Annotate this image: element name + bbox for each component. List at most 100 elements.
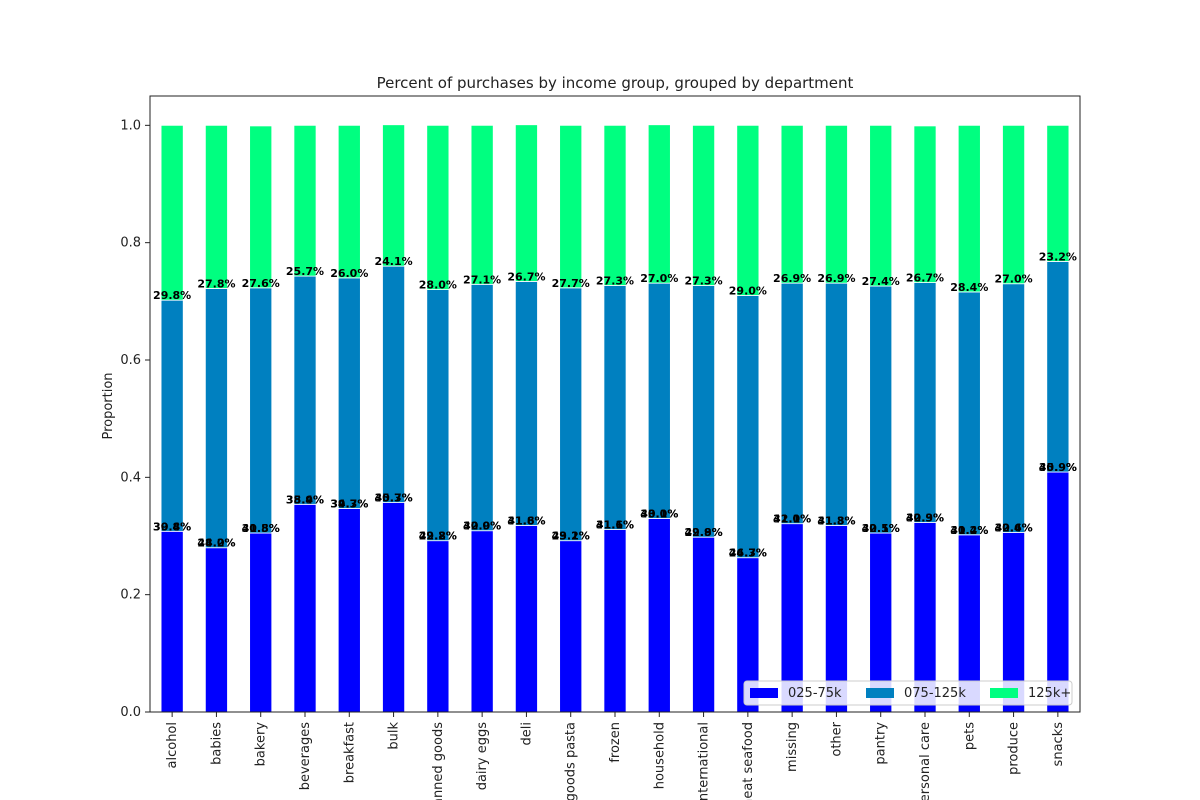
bar-segment (293, 503, 317, 713)
bar-segment (692, 536, 716, 713)
bar-segment (559, 124, 583, 289)
bar-segment (204, 124, 228, 289)
x-tick-label: missing (785, 722, 800, 772)
data-label: 42.1% (862, 522, 900, 535)
y-axis-label: Proportion (101, 372, 116, 439)
bar-segment (337, 277, 361, 509)
data-label: 31.8% (507, 514, 545, 527)
data-label: 39.4% (153, 520, 191, 533)
data-label: 33.0% (640, 507, 678, 520)
data-label: 26.0% (330, 267, 368, 280)
data-label: 28.0% (419, 279, 457, 292)
y-tick-label: 0.6 (120, 353, 141, 368)
data-label: 41.6% (507, 514, 545, 527)
y-tick-label: 0.0 (120, 705, 141, 720)
data-label: 41.8% (242, 522, 280, 535)
data-label: 41.0% (773, 513, 811, 526)
data-label: 31.8% (817, 514, 855, 527)
bar-segment (1046, 124, 1070, 262)
bar-segment (470, 530, 494, 713)
bar-segment (514, 124, 538, 282)
bar-segment (470, 283, 494, 532)
data-label: 26.3% (729, 547, 767, 560)
data-label: 40.1% (640, 507, 678, 520)
bar-segment (869, 285, 893, 534)
data-label: 41.3% (817, 514, 855, 527)
legend: 025-75k 075-125k 125k+ (743, 680, 1073, 706)
bar-segment (603, 285, 627, 530)
x-tick-label: beverages (298, 722, 313, 791)
bar-segment (647, 518, 671, 713)
data-label: 38.9% (286, 493, 324, 506)
y-tick-label: 0.4 (120, 470, 141, 485)
x-tick-label: meat seafood (741, 722, 756, 800)
data-label: 26.9% (817, 272, 855, 285)
bar-segment (426, 540, 450, 713)
bar-segment (204, 547, 228, 713)
legend-label: 075-125k (904, 686, 966, 701)
data-label: 32.1% (773, 513, 811, 526)
x-tick-label: personal care (918, 722, 933, 800)
data-label: 30.6% (994, 521, 1032, 534)
y-axis: 0.0 0.2 0.4 0.6 0.8 1.0 (120, 118, 150, 720)
data-label: 26.7% (507, 270, 545, 283)
x-tick-label: alcohol (165, 722, 180, 768)
bar-segment (514, 525, 538, 713)
data-label: 31.1% (596, 519, 634, 532)
chart-title: Percent of purchases by income group, gr… (377, 74, 854, 92)
x-tick-label: other (829, 721, 844, 756)
x-tick-label: breakfast (342, 722, 357, 783)
bar-segment (913, 125, 937, 283)
legend-swatch (990, 688, 1018, 698)
legend-label: 125k+ (1028, 686, 1071, 701)
bar-segment (824, 124, 848, 284)
data-label: 26.7% (906, 272, 944, 285)
data-label: 27.0% (640, 272, 678, 285)
bar-segment (692, 285, 716, 538)
bar-segment (957, 124, 981, 293)
bar-segment (603, 124, 627, 286)
y-tick-label: 0.8 (120, 236, 141, 251)
bar-segment (1046, 471, 1070, 713)
bar-segment (736, 295, 760, 559)
legend-box (743, 680, 1073, 706)
x-tick-label: babies (209, 722, 224, 765)
data-label: 29.8% (153, 289, 191, 302)
data-label: 35.4% (286, 493, 324, 506)
data-label: 41.4% (950, 524, 988, 537)
bar-segment (1002, 283, 1026, 533)
legend-label: 025-75k (788, 686, 842, 701)
bar-segment (337, 508, 361, 713)
x-tick-label: canned goods (431, 722, 446, 800)
x-tick-label: international (697, 722, 712, 800)
bar-segment (869, 124, 893, 287)
bar-segment (204, 288, 228, 549)
legend-swatch (866, 688, 894, 698)
data-label: 27.1% (463, 273, 501, 286)
bar-segment (603, 529, 627, 713)
data-label: 23.2% (1039, 250, 1077, 263)
legend-swatch (750, 688, 778, 698)
data-label: 27.6% (242, 277, 280, 290)
data-label: 27.3% (684, 274, 722, 287)
bar-segment (160, 530, 184, 713)
data-label: 30.9% (463, 520, 501, 533)
x-tick-label: deli (519, 722, 534, 745)
data-label: 41.6% (596, 519, 634, 532)
x-tick-label: snacks (1051, 722, 1066, 767)
bar-segment (780, 282, 804, 525)
data-label: 43.1% (552, 530, 590, 543)
data-label: 40.9% (906, 512, 944, 525)
data-labels-layer: 30.8%39.4%29.8%28.0%44.2%27.8%30.5%41.8%… (153, 250, 1077, 559)
bar-segment (692, 124, 716, 286)
bar-segment (647, 124, 671, 284)
bar-segment (382, 124, 406, 267)
bar-segment (824, 282, 848, 526)
x-tick-label: household (652, 722, 667, 789)
x-tick-label: dry goods pasta (564, 722, 579, 800)
bar-segment (1002, 124, 1026, 285)
x-tick-label: bakery (254, 722, 269, 767)
x-axis: alcohol babies bakery beverages breakfast bul… (165, 712, 1066, 800)
data-label: 27.0% (994, 273, 1032, 286)
